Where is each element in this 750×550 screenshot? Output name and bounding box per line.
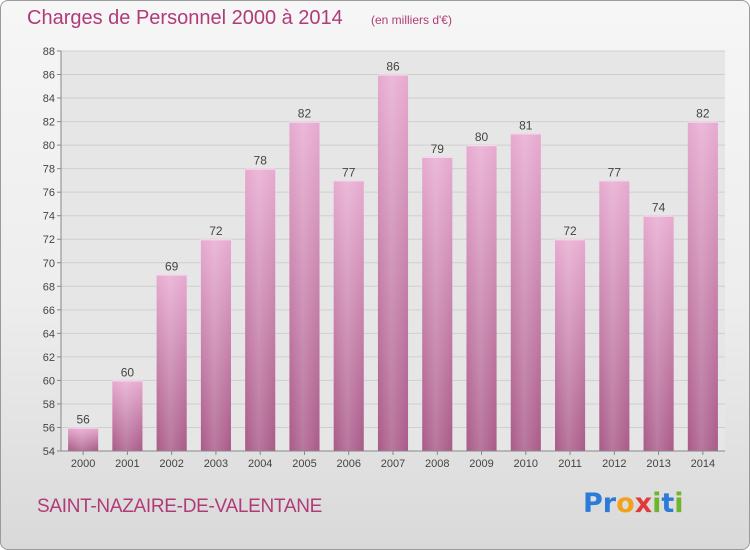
bar-shine [112,380,143,451]
data-label: 60 [121,365,135,379]
x-tick-label: 2006 [336,458,360,470]
bar-shine [466,145,497,451]
logo-letter: r [602,488,617,519]
x-tick-label: 2009 [469,458,493,470]
y-tick-label: 74 [43,211,55,223]
bar-shine [422,156,453,451]
y-tick-label: 82 [43,117,55,129]
y-tick-label: 72 [43,234,55,246]
y-tick-label: 88 [43,46,55,58]
data-label: 74 [652,201,666,215]
data-labels: 56 60 69 72 78 82 77 86 79 80 81 72 77 74 82 [76,60,709,427]
y-tick-label: 78 [43,164,55,176]
chart-title: Charges de Personnel 2000 à 2014 [27,7,343,29]
x-tick-label: 2003 [204,458,228,470]
data-label: 69 [165,260,179,274]
city-name: SAINT-NAZAIRE-DE-VALENTANE [37,496,322,517]
bar-shine [245,168,276,451]
y-tick-label: 70 [43,258,55,270]
y-tick-label: 84 [43,93,55,105]
y-tick-label: 56 [43,422,55,434]
bar-shine [599,180,630,452]
y-tick-label: 62 [43,352,55,364]
x-tick-label: 2007 [381,458,405,470]
x-tick-label: 2012 [602,458,626,470]
logo-letter: x [634,488,653,519]
y-tick-label: 86 [43,70,55,82]
data-label: 77 [608,165,622,179]
data-label: 81 [519,118,533,132]
y-tick-label: 80 [43,140,55,152]
bar-shine [377,74,409,451]
data-label: 72 [563,224,577,238]
data-label: 80 [475,130,489,144]
data-label: 56 [76,412,90,426]
bars [68,74,718,452]
y-tick-label: 66 [43,305,55,317]
bar-shine [555,239,586,451]
logo-letter: i [674,488,684,519]
x-tick-label: 2010 [514,458,538,470]
data-label: 72 [209,224,223,238]
x-tick-label: 2001 [115,458,139,470]
bar-shine [643,215,674,451]
x-tick-label: 2005 [292,458,316,470]
data-label: 77 [342,165,356,179]
chart-subtitle: (en milliers d'€) [371,13,452,27]
proxiti-logo: Proxiti [583,488,684,519]
data-label: 82 [696,107,710,121]
y-tick-label: 64 [43,328,55,340]
y-tick-label: 58 [43,399,55,411]
data-label: 86 [386,60,400,74]
x-tick-label: 2000 [71,458,95,470]
x-tick-label: 2004 [248,458,272,470]
logo-letter: o [616,488,635,519]
data-label: 79 [431,142,445,156]
x-tick-label: 2011 [558,458,582,470]
y-tick-label: 68 [43,281,55,293]
logo-letter: t [661,488,675,519]
y-tick-label: 76 [43,187,55,199]
data-label: 82 [298,107,312,121]
x-tick-label: 2008 [425,458,449,470]
logo-letter: P [583,488,603,519]
x-tick-label: 2013 [646,458,670,470]
bar-shine [510,133,541,451]
y-tick-label: 54 [43,446,55,458]
bar-shine [156,274,187,451]
data-label: 78 [254,154,268,168]
x-tick-label: 2014 [691,458,715,470]
y-tick-label: 60 [43,375,55,387]
bar-shine [333,180,364,452]
axes: 54 56 58 60 62 64 66 68 70 72 74 76 78 80 82 84 86 88 2000… [43,46,725,470]
bar-shine [687,121,718,452]
x-tick-label: 2002 [159,458,183,470]
bar-shine [289,121,320,452]
bar-shine [68,427,99,451]
bar-shine [200,239,231,451]
logo-letter: i [652,488,662,519]
